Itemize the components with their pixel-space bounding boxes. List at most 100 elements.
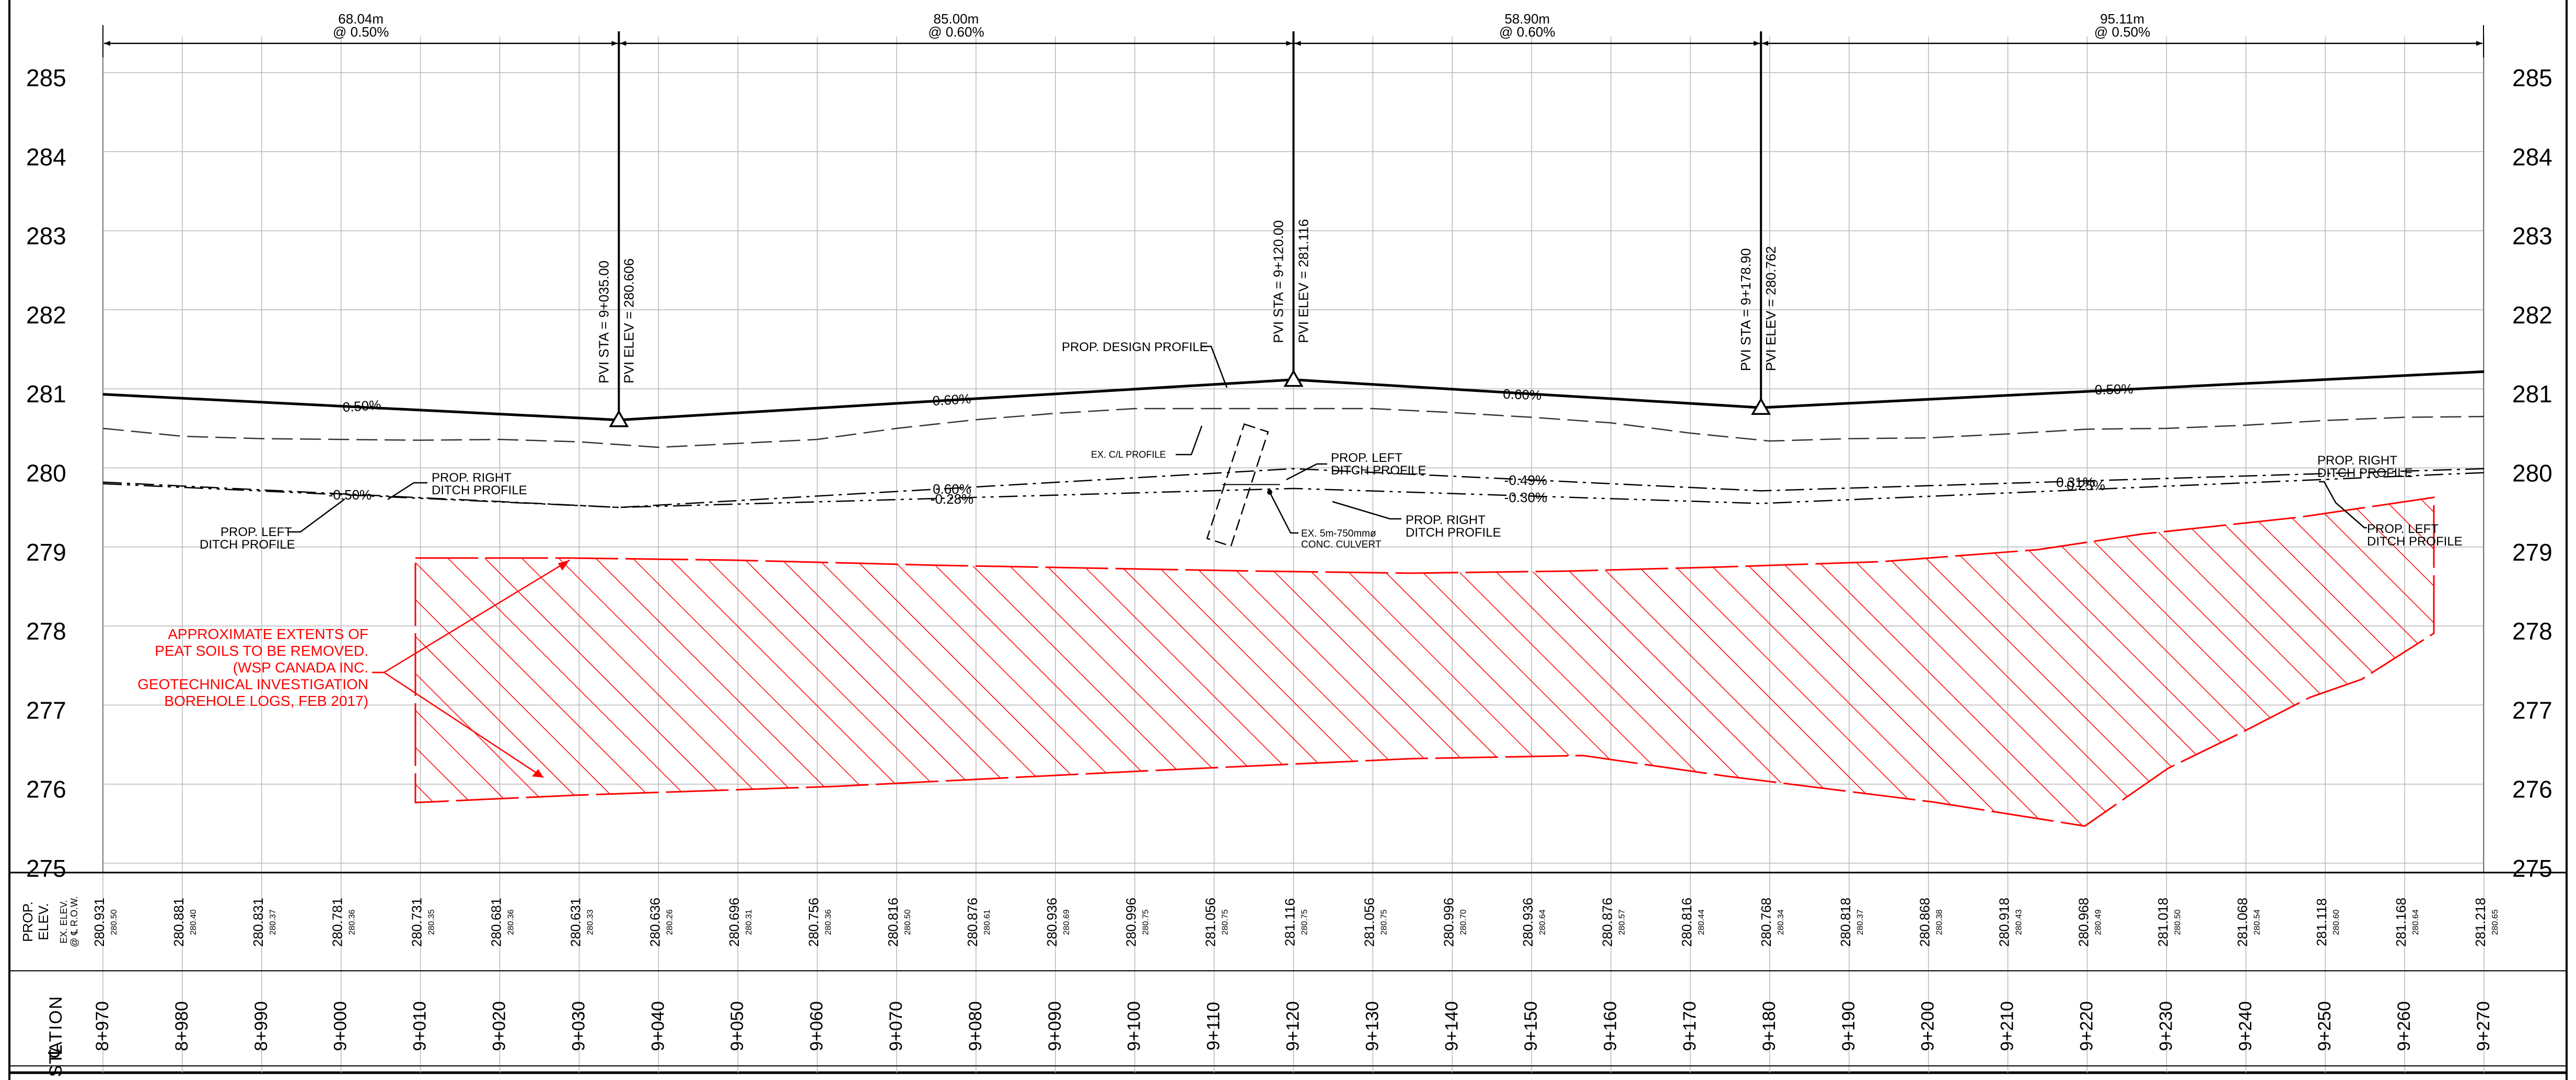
station-value: 9+000 [331, 1001, 351, 1051]
profile-data-table: PROP. ELEV. EX. ELEV. @ ℄ R.O.W. STATION℄ 280… [9, 872, 2567, 1077]
leader-line [1269, 492, 1298, 534]
segment-length: 95.11m [2100, 11, 2144, 27]
ex-elev-value: 280.70 [1459, 909, 1468, 935]
right-ditch-callout: DITCH PROFILE [432, 483, 527, 497]
right-ditch-line [102, 472, 2485, 508]
prop-elev-value: 280.996 [1441, 898, 1456, 947]
ex-elev-value: 280.36 [507, 909, 516, 935]
pvi-elevation-label: PVI ELEV = 281.116 [1296, 219, 1312, 343]
right-ditch-callout: PROP. RIGHT [432, 471, 512, 485]
prop-elev-value: 280.756 [806, 898, 821, 947]
elevation-label-right: 283 [2512, 223, 2552, 250]
ex-elev-value: 280.75 [1301, 909, 1309, 935]
ditch-grade-label: -0.30% [1504, 490, 1547, 505]
station-value: 9+170 [1680, 1001, 1700, 1051]
right-ditch-callout: PROP. RIGHT [2317, 454, 2397, 468]
prop-elev-value: 280.876 [1599, 898, 1615, 947]
elevation-label-right: 285 [2512, 64, 2552, 91]
ex-elev-value: 280.75 [1221, 909, 1230, 935]
prop-elev-value: 280.781 [330, 898, 345, 947]
elevation-label-right: 278 [2512, 618, 2552, 645]
peat-note-text: (WSP CANADA INC. [233, 659, 368, 676]
prop-elev-value: 281.218 [2473, 898, 2488, 947]
prop-elev-value: 281.168 [2393, 898, 2409, 947]
station-value: 9+140 [1442, 1001, 1461, 1051]
station-value: 8+970 [92, 1001, 112, 1051]
profile-lines [102, 370, 2485, 547]
prop-elev-value: 280.636 [647, 898, 663, 947]
ex-elev-value: 280.36 [824, 909, 833, 935]
station-value: 9+230 [2156, 1001, 2176, 1051]
ex-elev-value: 280.35 [427, 909, 436, 935]
ditch-grade-label: -0.50% [329, 487, 372, 503]
elevation-axis: 285 285 284 284 283 283 282 282 281 281 280 280 279 2… [26, 64, 2552, 882]
peat-arrow-icon [558, 560, 570, 571]
left-ditch-callout: DITCH PROFILE [1331, 463, 1426, 478]
ex-elev-value: 280.40 [189, 909, 198, 935]
pvi-elevation-label: PVI ELEV = 280.762 [1763, 246, 1779, 371]
elevation-label-left: 275 [26, 855, 66, 882]
peat-note-text: GEOTECHNICAL INVESTIGATION [137, 676, 368, 692]
ex-elev-value: 280.75 [1379, 909, 1388, 935]
prop-elev-value: 280.931 [91, 898, 107, 947]
peat-note-text: APPROXIMATE EXTENTS OF [168, 626, 368, 642]
ex-elev-value: 280.54 [2253, 909, 2261, 935]
right-ditch-callout: DITCH PROFILE [1406, 526, 1501, 540]
ex-elev-value: 280.37 [1856, 909, 1865, 935]
ex-elev-value: 280.36 [348, 909, 357, 935]
leader-line [287, 498, 345, 533]
left-ditch-callout: DITCH PROFILE [200, 538, 295, 552]
peat-removal-hatch [414, 496, 2435, 827]
elevation-label-right: 284 [2512, 143, 2552, 170]
station-value: 9+100 [1124, 1001, 1144, 1051]
prop-elev-value: 280.996 [1123, 898, 1139, 947]
station-value: 9+080 [966, 1001, 985, 1051]
existing-ground-line [102, 408, 2485, 448]
pvi-triangle-icon [1751, 397, 1771, 415]
left-ditch-callout: PROP. LEFT [2367, 522, 2439, 536]
prop-elev-header: PROP. [20, 901, 36, 942]
elevation-label-left: 284 [26, 143, 66, 170]
prop-elev-value: 280.768 [1758, 898, 1774, 947]
prop-elev-value: 280.681 [489, 898, 504, 947]
leader-line [1286, 463, 1327, 481]
station-value: 9+180 [1759, 1001, 1779, 1051]
elevation-label-left: 280 [26, 460, 66, 487]
prop-elev-value: 281.056 [1361, 898, 1377, 947]
left-ditch-callout: DITCH PROFILE [2367, 535, 2463, 549]
culvert-callout: EX. 5m-750mmø [1301, 528, 1376, 539]
station-value: 9+210 [1998, 1001, 2017, 1051]
station-value: 9+260 [2394, 1001, 2414, 1051]
ex-elev-value: 280.64 [1538, 909, 1547, 935]
station-value: 9+220 [2077, 1001, 2097, 1051]
ex-elev-value: 280.43 [2015, 909, 2024, 935]
design-grade-label: 0.60% [932, 391, 971, 409]
elevation-label-right: 281 [2512, 380, 2552, 408]
elevation-label-left: 282 [26, 301, 66, 329]
ex-elev-value: 280.44 [1697, 909, 1706, 935]
left-ditch-callout: PROP. LEFT [221, 525, 292, 539]
station-value: 9+270 [2474, 1001, 2493, 1051]
prop-elev-value: 280.696 [726, 898, 742, 947]
elevation-label-right: 277 [2512, 696, 2552, 724]
peat-note-text: PEAT SOILS TO BE REMOVED. [155, 643, 368, 659]
station-value: 9+160 [1600, 1001, 1620, 1051]
ex-elev-value: 280.50 [903, 909, 912, 935]
ex-elev-value: 280.31 [745, 909, 753, 935]
leader-line [1202, 345, 1228, 388]
ex-elev-value: 280.64 [2411, 909, 2420, 935]
prop-elev-value: 280.818 [1838, 898, 1853, 947]
ex-elev-value: 280.50 [110, 909, 119, 935]
pvi-triangle-icon [1283, 369, 1304, 387]
ex-elev-value: 280.49 [2094, 909, 2103, 935]
peat-arrow-icon [532, 769, 543, 777]
ditch-grade-label: -0.49% [1504, 472, 1547, 488]
station-value: 9+190 [1839, 1001, 1859, 1051]
station-value: 9+050 [727, 1001, 747, 1051]
station-value: 8+990 [251, 1001, 271, 1051]
segment-grade: @ 0.60% [928, 24, 984, 40]
design-grade-label: 0.50% [2095, 381, 2133, 398]
prop-elev-value: 280.816 [885, 898, 901, 947]
leader-line [2319, 481, 2367, 529]
station-value: 9+130 [1362, 1001, 1382, 1051]
